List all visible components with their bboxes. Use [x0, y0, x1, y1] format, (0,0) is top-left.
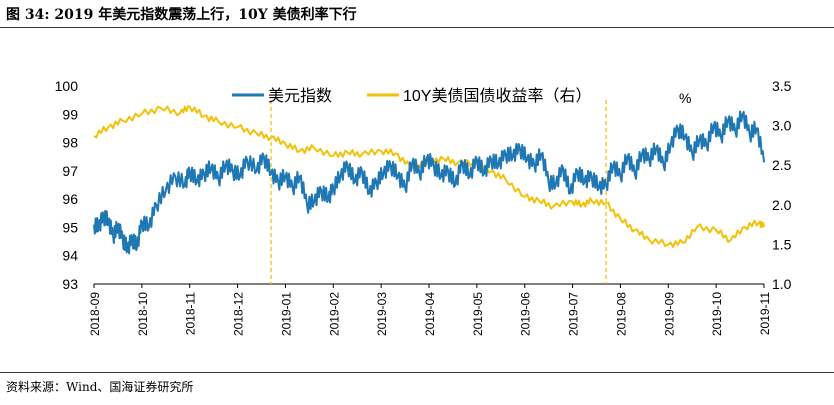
x-tick-label: 2018-10	[136, 292, 150, 336]
x-tick-label: 2018-12	[232, 292, 246, 336]
legend-label-usd: 美元指数	[268, 87, 332, 105]
x-tick-label: 2019-11	[758, 292, 772, 335]
y-left-tick-label: 97	[62, 163, 78, 179]
y-left-tick-label: 93	[62, 276, 78, 292]
series-line-yield	[93, 105, 765, 248]
bottom-rule	[0, 372, 834, 373]
x-tick-label: 2019-01	[279, 292, 293, 336]
series-line-usd	[93, 110, 765, 255]
x-tick-label: 2019-04	[423, 292, 437, 336]
y-left-tick-label: 96	[62, 191, 78, 207]
top-rule	[0, 27, 834, 28]
chart: 93 94 95 96 97 98 99 100 1.0 1.5 2.0 2.5 3.0 3.5 2018-…	[55, 78, 792, 336]
x-tick-label: 2019-03	[375, 292, 389, 336]
y-right-tick-label: 3.5	[772, 78, 792, 94]
x-tick-label: 2019-02	[327, 292, 341, 336]
y-right-tick-label: 1.5	[772, 236, 792, 252]
x-tick-label: 2019-06	[519, 292, 533, 336]
y-left-tick-label: 98	[62, 135, 78, 151]
y-left-tick-label: 95	[62, 219, 78, 235]
source-note: 资料来源：Wind、国海证券研究所	[6, 380, 194, 394]
y-right-tick-label: 2.0	[772, 197, 792, 213]
right-axis-unit: %	[679, 90, 691, 106]
x-tick-label: 2019-09	[662, 292, 676, 336]
y-right-tick-label: 2.5	[772, 157, 792, 173]
y-left-tick-label: 94	[62, 248, 78, 264]
figure-title: 图 34: 2019 年美元指数震荡上行，10Y 美债利率下行	[6, 7, 357, 23]
y-left-tick-label: 100	[55, 78, 79, 94]
y-right-tick-label: 1.0	[772, 276, 792, 292]
legend-label-yield: 10Y美债国债收益率（右）	[403, 87, 591, 105]
x-tick-label: 2019-05	[471, 292, 485, 336]
x-tick-label: 2019-10	[710, 292, 724, 336]
x-tick-label: 2018-11	[184, 292, 198, 335]
y-right-tick-label: 3.0	[772, 118, 792, 134]
x-tick-label: 2019-08	[614, 292, 628, 336]
x-tick-label: 2018-09	[88, 292, 102, 336]
x-tick-label: 2019-07	[567, 292, 581, 336]
y-left-tick-label: 99	[62, 106, 78, 122]
